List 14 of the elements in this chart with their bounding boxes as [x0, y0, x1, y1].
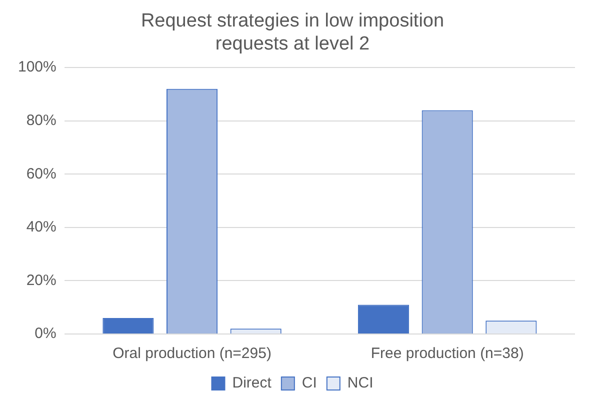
y-tick-label: 60%	[26, 165, 56, 182]
y-tick-label: 80%	[26, 112, 56, 130]
x-tick-label: Oral production (n=295)	[112, 345, 272, 362]
legend-label: CI	[302, 374, 317, 392]
legend-label: Direct	[232, 374, 272, 392]
y-tick-label: 0%	[34, 325, 56, 342]
legend-label: NCI	[347, 374, 374, 392]
y-tick-label: 40%	[26, 218, 56, 236]
y-tick-label: 100%	[18, 58, 56, 76]
bar	[358, 304, 410, 334]
y-tick-label: 20%	[26, 272, 56, 289]
x-tick-label: Free production (n=38)	[370, 345, 524, 362]
bar	[102, 318, 154, 334]
chart-title: Request strategies in low imposition requests at level 2	[140, 10, 444, 54]
